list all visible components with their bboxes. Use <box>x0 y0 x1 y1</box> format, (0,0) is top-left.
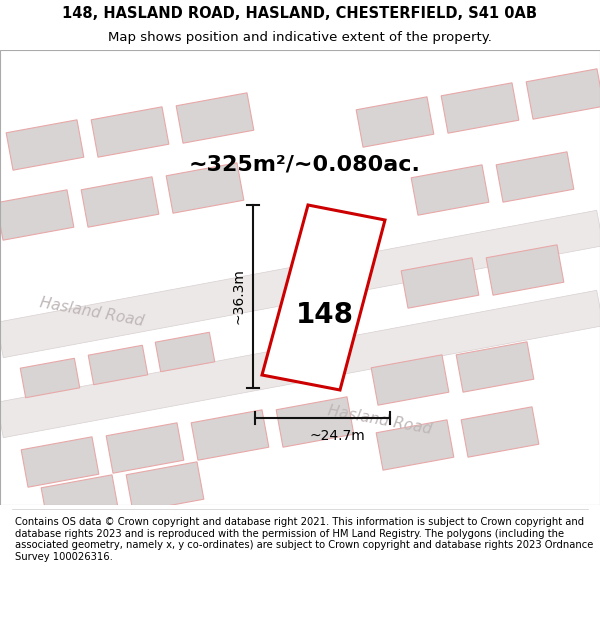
Polygon shape <box>0 290 600 438</box>
Polygon shape <box>155 332 215 372</box>
Text: Hasland Road: Hasland Road <box>39 295 145 329</box>
Text: ~24.7m: ~24.7m <box>310 429 365 443</box>
Polygon shape <box>191 410 269 460</box>
Polygon shape <box>461 407 539 457</box>
Polygon shape <box>401 258 479 308</box>
Polygon shape <box>276 397 354 447</box>
Text: 148: 148 <box>296 301 354 329</box>
Text: ~325m²/~0.080ac.: ~325m²/~0.080ac. <box>189 155 421 175</box>
Text: Contains OS data © Crown copyright and database right 2021. This information is : Contains OS data © Crown copyright and d… <box>15 517 593 562</box>
Polygon shape <box>106 423 184 473</box>
Polygon shape <box>496 152 574 202</box>
Polygon shape <box>441 83 519 133</box>
Polygon shape <box>6 120 84 170</box>
Polygon shape <box>376 420 454 470</box>
Polygon shape <box>526 69 600 119</box>
Polygon shape <box>0 210 600 358</box>
Polygon shape <box>486 245 564 295</box>
Polygon shape <box>0 190 74 240</box>
Polygon shape <box>371 355 449 405</box>
Polygon shape <box>262 205 385 390</box>
Polygon shape <box>20 358 80 398</box>
Polygon shape <box>456 342 534 392</box>
Polygon shape <box>88 345 148 385</box>
Polygon shape <box>21 437 99 487</box>
Polygon shape <box>166 163 244 213</box>
Polygon shape <box>356 97 434 147</box>
Text: Hasland Road: Hasland Road <box>327 403 433 437</box>
Polygon shape <box>81 177 159 227</box>
Text: ~36.3m: ~36.3m <box>232 269 246 324</box>
Polygon shape <box>126 462 204 512</box>
Polygon shape <box>91 107 169 157</box>
Polygon shape <box>411 165 489 215</box>
Text: 148, HASLAND ROAD, HASLAND, CHESTERFIELD, S41 0AB: 148, HASLAND ROAD, HASLAND, CHESTERFIELD… <box>62 6 538 21</box>
Text: Map shows position and indicative extent of the property.: Map shows position and indicative extent… <box>108 31 492 44</box>
Polygon shape <box>41 475 119 525</box>
Polygon shape <box>176 93 254 143</box>
